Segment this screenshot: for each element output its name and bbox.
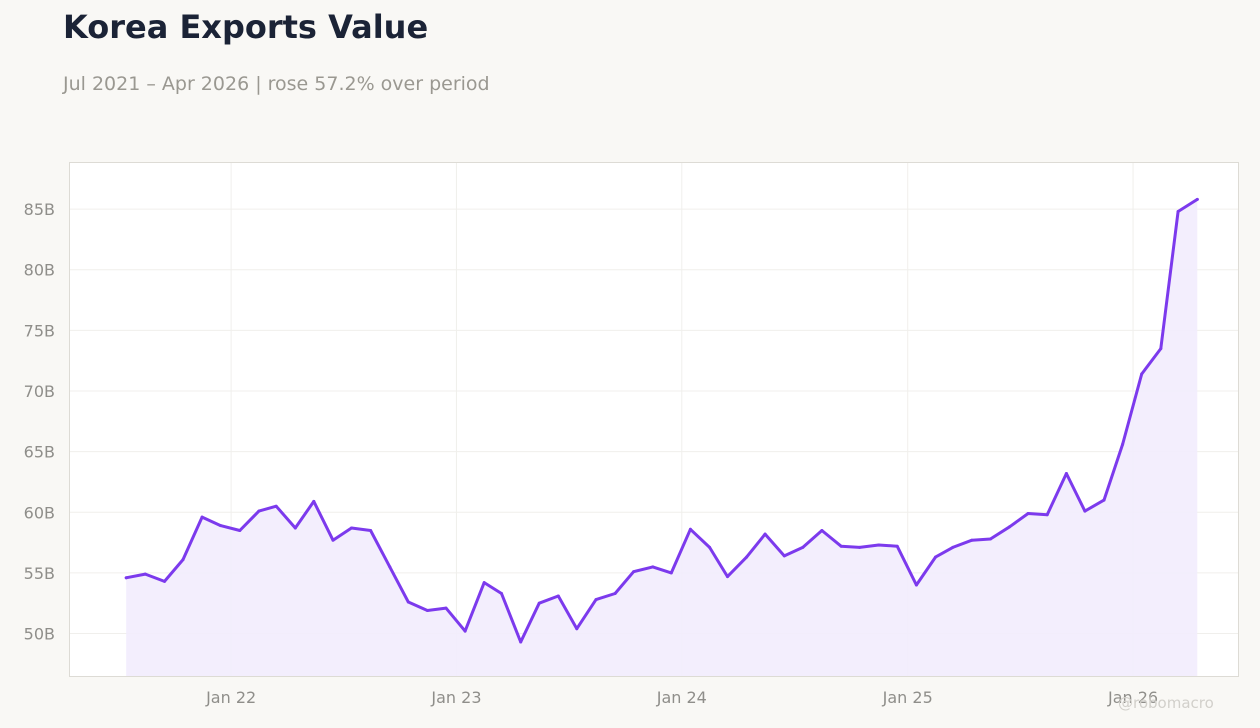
data-point bbox=[350, 526, 353, 530]
data-point bbox=[1026, 512, 1030, 515]
data-point bbox=[613, 592, 617, 595]
data-point bbox=[1140, 372, 1144, 376]
data-point bbox=[877, 543, 881, 547]
data-point bbox=[895, 544, 899, 548]
data-point bbox=[425, 609, 429, 612]
data-point bbox=[257, 509, 261, 513]
data-point bbox=[951, 545, 955, 549]
data-point bbox=[1008, 525, 1012, 529]
data-point bbox=[726, 575, 729, 579]
x-tick-label: Jan 22 bbox=[205, 688, 256, 707]
data-point bbox=[934, 555, 937, 559]
data-point bbox=[143, 572, 147, 576]
data-point bbox=[688, 527, 692, 531]
data-point bbox=[406, 600, 410, 604]
data-point bbox=[293, 526, 297, 530]
data-point bbox=[500, 592, 503, 595]
series-area-fill bbox=[126, 199, 1198, 676]
data-point bbox=[444, 606, 448, 610]
chart-title: Korea Exports Value bbox=[63, 8, 429, 46]
y-tick-label: 75B bbox=[24, 321, 55, 340]
data-point bbox=[369, 529, 373, 532]
data-point bbox=[632, 570, 636, 574]
data-point bbox=[651, 565, 655, 569]
data-point bbox=[1121, 442, 1125, 446]
data-point bbox=[519, 640, 523, 644]
watermark: @robomacro bbox=[1118, 694, 1214, 712]
series-line bbox=[124, 197, 1199, 644]
data-point bbox=[556, 594, 560, 598]
data-point bbox=[238, 529, 242, 532]
data-point bbox=[124, 576, 128, 580]
y-tick-label: 50B bbox=[24, 625, 55, 644]
data-point bbox=[820, 529, 824, 532]
y-tick-label: 80B bbox=[24, 261, 55, 280]
data-point bbox=[274, 504, 278, 508]
data-point bbox=[1195, 197, 1199, 201]
data-point bbox=[1102, 498, 1106, 502]
data-point bbox=[1045, 513, 1049, 517]
chart-subtitle: Jul 2021 – Apr 2026 | rose 57.2% over pe… bbox=[63, 73, 490, 95]
data-point bbox=[970, 538, 974, 542]
data-point bbox=[1159, 347, 1163, 351]
data-point bbox=[708, 545, 712, 549]
x-tick-label: Jan 23 bbox=[430, 688, 481, 707]
data-point bbox=[782, 554, 786, 558]
data-points bbox=[124, 197, 1199, 644]
y-tick-label: 85B bbox=[24, 200, 55, 219]
data-point bbox=[463, 629, 467, 633]
data-point bbox=[181, 558, 185, 562]
data-point bbox=[914, 583, 918, 587]
y-tick-label: 55B bbox=[24, 564, 55, 583]
data-point bbox=[312, 499, 316, 503]
data-point bbox=[163, 579, 166, 583]
data-point bbox=[1083, 509, 1087, 513]
y-tick-label: 60B bbox=[24, 503, 55, 522]
data-point bbox=[388, 565, 392, 569]
data-point bbox=[219, 524, 223, 528]
x-tick-label: Jan 26 bbox=[1107, 688, 1158, 707]
axis-ticks: 50B 55B 60B 65B 70B 75B 80B 85B Jan 22 Jan 23 Jan … bbox=[24, 200, 1158, 707]
data-point bbox=[745, 555, 749, 559]
data-point bbox=[858, 545, 862, 549]
data-point bbox=[482, 581, 486, 585]
data-point bbox=[1064, 472, 1068, 475]
data-point bbox=[537, 601, 541, 605]
data-point bbox=[594, 598, 598, 602]
data-point bbox=[200, 515, 204, 519]
data-point bbox=[1176, 210, 1180, 213]
y-tick-label: 70B bbox=[24, 382, 55, 401]
data-point bbox=[575, 627, 579, 631]
data-point bbox=[669, 571, 673, 575]
data-point bbox=[331, 538, 335, 542]
y-tick-label: 65B bbox=[24, 443, 55, 462]
data-point bbox=[801, 545, 805, 549]
data-point bbox=[839, 544, 843, 548]
data-point bbox=[763, 532, 767, 536]
x-tick-label: Jan 24 bbox=[656, 688, 707, 707]
data-point bbox=[988, 537, 992, 541]
x-tick-label: Jan 25 bbox=[882, 688, 933, 707]
